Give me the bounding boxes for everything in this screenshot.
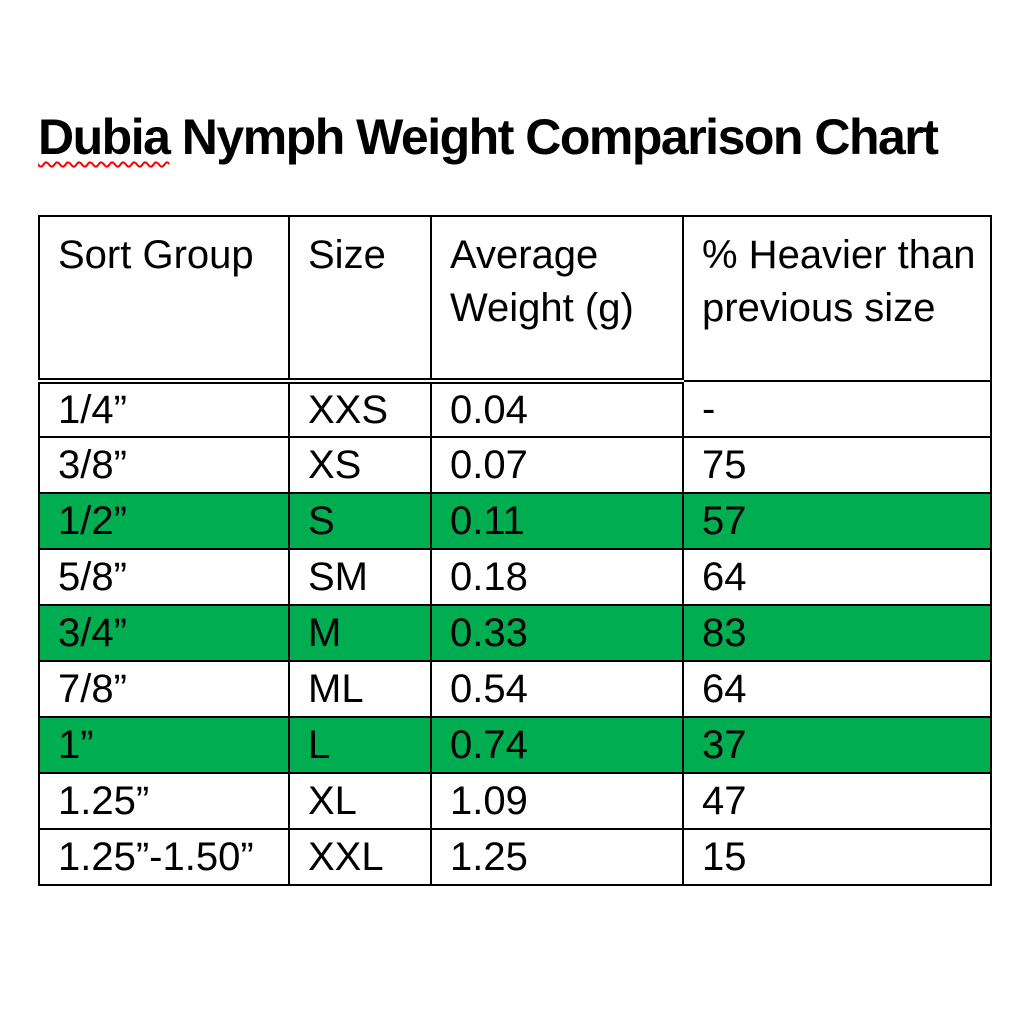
table-row: 1.25” XL 1.09 47 <box>38 772 992 830</box>
cell-avg-weight: 0.04 <box>430 380 684 438</box>
cell-avg-weight: 0.07 <box>430 436 684 494</box>
cell-size: XXL <box>288 828 432 886</box>
cell-avg-weight: 0.54 <box>430 660 684 718</box>
weight-comparison-table: Sort Group Size Average Weight (g) % Hea… <box>38 215 992 886</box>
cell-size: XXS <box>288 380 432 438</box>
cell-avg-weight: 0.18 <box>430 548 684 606</box>
column-header-sort-group: Sort Group <box>38 215 290 384</box>
cell-sort-group: 5/8” <box>38 548 290 606</box>
table-row: 7/8” ML 0.54 64 <box>38 660 992 718</box>
title-misspelled-word: Dubia <box>38 109 171 165</box>
cell-pct-heavier: 83 <box>682 604 992 662</box>
cell-size: ML <box>288 660 432 718</box>
cell-pct-heavier: 37 <box>682 716 992 774</box>
cell-sort-group: 1” <box>38 716 290 774</box>
cell-size: M <box>288 604 432 662</box>
title-rest: Nymph Weight Comparison Chart <box>169 109 939 165</box>
table-row: 1/2” S 0.11 57 <box>38 492 992 550</box>
cell-sort-group: 1.25” <box>38 772 290 830</box>
cell-avg-weight: 0.74 <box>430 716 684 774</box>
cell-avg-weight: 1.09 <box>430 772 684 830</box>
table-header-row: Sort Group Size Average Weight (g) % Hea… <box>38 215 992 384</box>
cell-pct-heavier: 75 <box>682 436 992 494</box>
cell-avg-weight: 0.11 <box>430 492 684 550</box>
cell-pct-heavier: 64 <box>682 660 992 718</box>
table-row: 3/4” M 0.33 83 <box>38 604 992 662</box>
cell-avg-weight: 1.25 <box>430 828 684 886</box>
cell-size: XS <box>288 436 432 494</box>
cell-sort-group: 1.25”-1.50” <box>38 828 290 886</box>
cell-sort-group: 7/8” <box>38 660 290 718</box>
cell-pct-heavier: 57 <box>682 492 992 550</box>
cell-avg-weight: 0.33 <box>430 604 684 662</box>
cell-pct-heavier: 15 <box>682 828 992 886</box>
cell-sort-group: 3/8” <box>38 436 290 494</box>
cell-size: S <box>288 492 432 550</box>
table-row: 1/4” XXS 0.04 - <box>38 380 992 438</box>
column-header-pct-heavier: % Heavier than previous size <box>682 215 992 382</box>
cell-sort-group: 3/4” <box>38 604 290 662</box>
cell-pct-heavier: 47 <box>682 772 992 830</box>
column-header-average-weight: Average Weight (g) <box>430 215 684 384</box>
cell-size: SM <box>288 548 432 606</box>
cell-pct-heavier: 64 <box>682 548 992 606</box>
table-row: 3/8” XS 0.07 75 <box>38 436 992 494</box>
cell-sort-group: 1/4” <box>38 380 290 438</box>
table-row: 1” L 0.74 37 <box>38 716 992 774</box>
cell-size: L <box>288 716 432 774</box>
cell-sort-group: 1/2” <box>38 492 290 550</box>
table-row: 5/8” SM 0.18 64 <box>38 548 992 606</box>
page-title: Dubia Nymph Weight Comparison Chart <box>38 106 939 169</box>
cell-pct-heavier: - <box>682 380 992 438</box>
column-header-size: Size <box>288 215 432 384</box>
table-row: 1.25”-1.50” XXL 1.25 15 <box>38 828 992 886</box>
cell-size: XL <box>288 772 432 830</box>
